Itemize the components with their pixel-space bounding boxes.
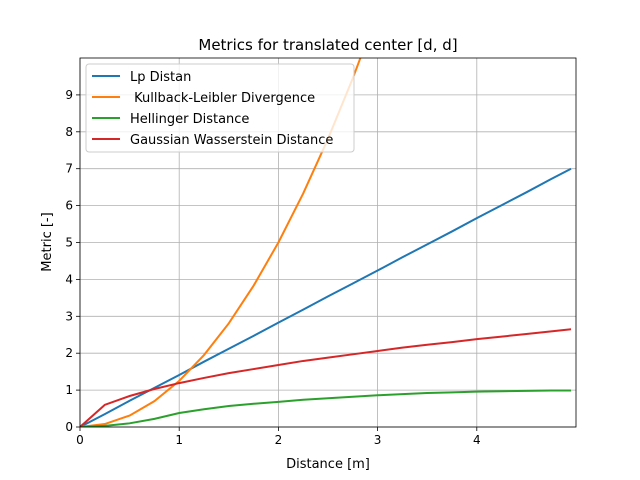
- x-axis-label: Distance [m]: [286, 457, 370, 472]
- legend-label: Hellinger Distance: [130, 112, 249, 127]
- series-line: [80, 328, 572, 427]
- plot-frame: [79, 57, 577, 428]
- legend-box: [85, 63, 355, 153]
- legend-label: Gaussian Wasserstein Distance: [130, 133, 333, 148]
- x-tick-label: 0: [76, 433, 84, 447]
- y-tick-label: 1: [65, 383, 73, 397]
- y-tick-label: 5: [65, 236, 73, 250]
- chart-title: Metrics for translated center [d, d]: [198, 36, 457, 54]
- series-line: [80, 167, 572, 427]
- y-tick-label: 4: [65, 272, 73, 286]
- y-tick-label: 3: [65, 309, 73, 323]
- x-tick-label: 4: [473, 433, 481, 447]
- legend-label: Lp Distan: [130, 70, 191, 85]
- y-tick-label: 0: [65, 420, 73, 434]
- y-tick-label: 2: [65, 346, 73, 360]
- y-tick-label: 9: [65, 88, 73, 102]
- y-tick-label: 6: [65, 199, 73, 213]
- y-tick-label: 8: [65, 125, 73, 139]
- x-tick-label: 2: [275, 433, 283, 447]
- y-tick-label: 7: [65, 162, 73, 176]
- x-tick-label: 1: [175, 433, 183, 447]
- x-tick-label: 3: [374, 433, 382, 447]
- y-axis-label: Metric [-]: [40, 212, 55, 271]
- legend-label: Kullback-Leibler Divergence: [130, 91, 315, 106]
- series-line: [80, 389, 572, 427]
